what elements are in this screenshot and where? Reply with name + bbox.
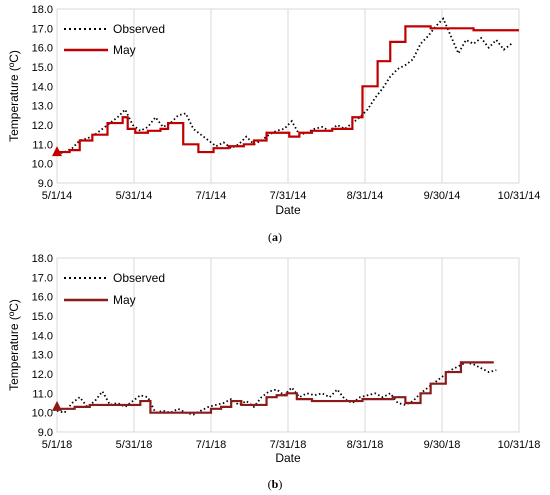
y-tick-label: 16.0 [32, 43, 53, 55]
y-tick-label: 16.0 [32, 292, 53, 304]
y-tick-label: 15.0 [32, 311, 53, 323]
series-b [52, 361, 497, 416]
x-tick-label: 5/31/18 [116, 439, 153, 451]
x-tick-label: 8/31/14 [347, 190, 384, 202]
y-tick-label: 14.0 [32, 81, 53, 93]
y-tick-label: 18.0 [32, 253, 53, 265]
legend-may-label-a: May [113, 43, 136, 57]
y-tick-label: 13.0 [32, 101, 53, 113]
grid-a [133, 9, 443, 183]
start-marker [52, 400, 62, 411]
x-tick-label: 5/1/18 [42, 439, 73, 451]
y-tick-label: 12.0 [32, 369, 53, 381]
x-ticks-b: 5/1/18 5/31/18 7/1/18 7/31/18 8/31/18 9/30/18… [42, 439, 541, 451]
legend-observed-label-a: Observed [113, 22, 165, 36]
panel-b: 9.010.011.012.013.014.015.016.017.018.0 … [7, 253, 540, 491]
x-tick-label: 7/1/14 [196, 190, 227, 202]
legend-observed-label-b: Observed [113, 271, 165, 285]
x-tick-label: 8/31/18 [347, 439, 384, 451]
start-marker [52, 146, 62, 157]
grid-b [133, 258, 443, 432]
series-line-may [57, 361, 494, 414]
y-tick-label: 9.0 [38, 427, 53, 439]
x-tick-label: 7/31/14 [270, 190, 307, 202]
y-tick-label: 10.0 [32, 159, 53, 171]
y-tick-label: 17.0 [32, 23, 53, 35]
x-tick-label: 9/30/18 [424, 439, 461, 451]
panel-label-b: (b) [268, 477, 283, 491]
x-tick-label: 7/31/18 [270, 439, 307, 451]
x-ticks-a: 5/1/14 5/31/14 7/1/14 7/31/14 8/31/14 9/30/14… [42, 190, 541, 202]
y-ticks-a: 9.0 10.0 11.0 12.0 13.0 14.0 15.0 16.0 17.0 18.0 [32, 4, 53, 190]
legend-may-label-b: May [113, 293, 136, 307]
legend-a: Observed May [64, 22, 165, 57]
y-tick-label: 14.0 [32, 330, 53, 342]
x-tick-label: 5/1/14 [42, 190, 73, 202]
series-line-may [57, 25, 519, 154]
y-tick-label: 17.0 [32, 272, 53, 284]
y-tick-label: 18.0 [32, 4, 53, 16]
y-tick-label: 11.0 [32, 388, 53, 400]
y-axis-label-a: Temperature (ºC) [7, 50, 21, 142]
series-line-observed [56, 361, 497, 416]
y-tick-label: 9.0 [38, 178, 53, 190]
x-tick-label: 10/31/14 [498, 190, 541, 202]
series-a [52, 17, 519, 157]
x-tick-label: 5/31/14 [116, 190, 153, 202]
series-line-observed [56, 17, 512, 155]
x-axis-label-b: Date [275, 451, 301, 465]
panel-label-a: (a) [268, 230, 282, 244]
y-tick-label: 15.0 [32, 62, 53, 74]
x-axis-label-a: Date [275, 203, 301, 217]
y-tick-label: 11.0 [32, 139, 53, 151]
legend-b: Observed May [64, 271, 165, 307]
y-tick-label: 13.0 [32, 350, 53, 362]
y-tick-label: 10.0 [32, 408, 53, 420]
y-ticks-b: 9.0 10.0 11.0 12.0 13.0 14.0 15.0 16.0 17.0 18.0 [32, 253, 53, 439]
panel-a: 9.010.011.012.013.014.015.016.017.018.0 … [7, 4, 540, 244]
x-tick-label: 7/1/18 [196, 439, 227, 451]
y-tick-label: 12.0 [32, 120, 53, 132]
y-axis-label-b: Temperature (ºC) [7, 299, 21, 391]
x-tick-label: 9/30/14 [424, 190, 461, 202]
x-tick-label: 10/31/18 [498, 439, 541, 451]
